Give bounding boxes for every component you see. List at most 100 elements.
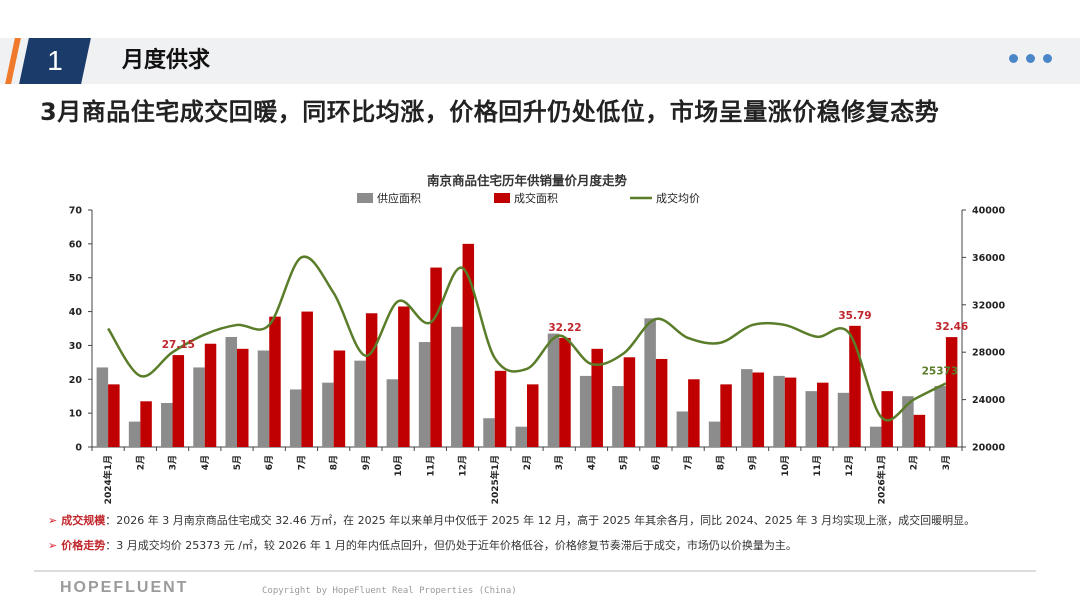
x-tick-label: 2月 xyxy=(522,455,533,470)
legend-swatch xyxy=(494,193,510,203)
sales-bar xyxy=(398,306,410,447)
x-tick-label: 6月 xyxy=(651,455,662,470)
sales-bar xyxy=(494,370,507,447)
x-tick-label: 3月 xyxy=(168,455,179,470)
sales-bar xyxy=(365,313,378,447)
x-tick-label: 2月 xyxy=(909,455,920,470)
sales-bar xyxy=(527,384,539,447)
sales-bar xyxy=(849,325,861,447)
left-tick-label: 60 xyxy=(69,239,83,250)
sales-bar xyxy=(333,350,346,447)
left-tick-label: 20 xyxy=(69,375,83,386)
supply-bar xyxy=(515,426,527,447)
right-tick-label: 20000 xyxy=(972,443,1005,454)
sales-bar xyxy=(269,316,281,447)
copyright-text: Copyright by HopeFluent Real Properties … xyxy=(262,586,517,596)
supply-bar xyxy=(418,342,431,447)
sales-bar xyxy=(720,384,732,447)
x-tick-label: 3月 xyxy=(941,455,952,470)
supply-bar xyxy=(708,421,721,447)
x-tick-label: 2026年1月 xyxy=(875,455,887,504)
x-tick-label: 5月 xyxy=(619,455,630,470)
supply-bar xyxy=(612,386,624,447)
left-tick-label: 50 xyxy=(69,273,83,284)
price-data-label: 25373 xyxy=(922,365,959,377)
x-tick-label: 9月 xyxy=(748,455,759,470)
legend-label: 成交面积 xyxy=(514,191,558,205)
supply-bar xyxy=(451,326,463,447)
sales-data-label: 32.46 xyxy=(935,321,968,333)
sales-bar xyxy=(752,372,765,447)
x-tick-label: 2025年1月 xyxy=(489,455,501,504)
note-text: ：2026 年 3 月南京商品住宅成交 32.46 万㎡，在 2025 年以来单… xyxy=(105,514,976,527)
sales-bar xyxy=(204,343,217,447)
sales-bar xyxy=(655,358,668,447)
supply-bar xyxy=(547,333,560,447)
right-tick-label: 28000 xyxy=(972,348,1005,359)
supply-bar xyxy=(354,360,366,447)
x-tick-label: 12月 xyxy=(844,455,855,477)
supply-bar xyxy=(193,367,205,447)
supply-bar xyxy=(644,318,656,447)
x-tick-label: 11月 xyxy=(812,455,823,477)
supply-bar xyxy=(128,421,141,447)
notes-block: ➢ 成交规模：2026 年 3 月南京商品住宅成交 32.46 万㎡，在 2025… xyxy=(48,512,975,562)
supply-bar xyxy=(225,336,237,447)
sales-bar xyxy=(462,243,475,447)
supply-bar xyxy=(386,379,399,447)
x-tick-label: 2024年1月 xyxy=(102,455,114,504)
x-tick-label: 5月 xyxy=(232,455,243,470)
supply-bar xyxy=(257,350,270,447)
supply-bar xyxy=(934,386,946,447)
supply-bar xyxy=(837,392,850,447)
slide-headline: 3月商品住宅成交回暖，同环比均涨，价格回升仍处低位，市场呈量涨价稳修复态势 xyxy=(40,98,940,126)
supply-bar xyxy=(805,391,817,447)
sales-bar xyxy=(945,337,958,447)
x-tick-label: 10月 xyxy=(393,455,404,477)
x-tick-label: 6月 xyxy=(264,455,275,470)
left-tick-label: 10 xyxy=(69,409,83,420)
sales-bar xyxy=(172,355,185,447)
arrow-bullet-icon: ➢ xyxy=(48,539,58,552)
x-tick-label: 4月 xyxy=(200,455,211,470)
left-tick-label: 0 xyxy=(75,443,82,454)
sales-bar xyxy=(623,357,636,447)
supply-bar xyxy=(483,418,495,447)
brand-logo-text: HOPEFLUENT xyxy=(60,579,189,596)
sales-bar xyxy=(591,348,603,447)
x-tick-label: 10月 xyxy=(780,455,791,477)
legend-label: 供应面积 xyxy=(377,191,421,205)
sales-bar xyxy=(108,384,120,447)
note-price: ➢ 价格走势：3 月成交均价 25373 元 /㎡，较 2026 年 1 月的年内… xyxy=(48,537,975,553)
sales-bar xyxy=(817,382,829,447)
x-tick-label: 8月 xyxy=(715,455,726,470)
legend-swatch xyxy=(357,193,373,203)
x-tick-label: 7月 xyxy=(296,455,307,470)
x-tick-label: 4月 xyxy=(586,455,597,470)
sales-bar xyxy=(913,414,926,447)
section-title: 月度供求 xyxy=(122,48,211,73)
sales-bar xyxy=(784,377,797,447)
x-tick-label: 7月 xyxy=(683,455,694,470)
sales-bar xyxy=(559,337,571,447)
supply-bar xyxy=(96,367,109,447)
header-bar xyxy=(0,38,1080,84)
left-tick-label: 40 xyxy=(69,307,83,318)
left-tick-label: 30 xyxy=(69,341,83,352)
legend-label: 成交均价 xyxy=(656,191,700,205)
right-tick-label: 24000 xyxy=(972,395,1005,406)
right-tick-label: 32000 xyxy=(972,300,1005,311)
sales-data-label: 32.22 xyxy=(548,322,581,334)
left-tick-label: 70 xyxy=(69,206,83,217)
footer-divider xyxy=(34,570,1036,572)
section-number: 1 xyxy=(47,45,63,76)
sales-bar xyxy=(237,348,249,447)
note-key: 价格走势 xyxy=(61,539,106,552)
supply-bar xyxy=(773,375,785,447)
sales-bar xyxy=(688,379,700,447)
supply-bar xyxy=(161,402,173,447)
sales-bar xyxy=(301,311,313,447)
more-dots-icon xyxy=(1009,54,1052,63)
sales-data-label: 35.79 xyxy=(838,310,871,322)
sales-bar xyxy=(430,267,442,447)
